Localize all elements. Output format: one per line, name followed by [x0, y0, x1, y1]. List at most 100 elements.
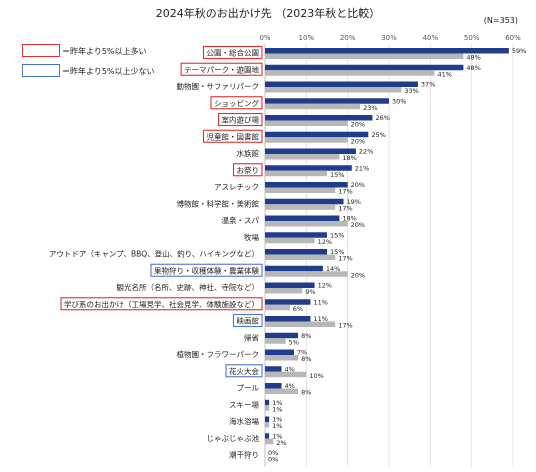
data-label-2024: 26%	[375, 114, 389, 122]
data-label-2024: 1%	[272, 416, 282, 424]
data-label-2024: 4%	[285, 365, 295, 373]
data-label-2023: 20%	[351, 137, 365, 145]
data-label-2023: 15%	[330, 171, 344, 179]
x-tick-label: 0%	[259, 34, 270, 42]
bar-2023	[265, 388, 299, 394]
highlight-box-down	[225, 364, 263, 378]
bar-2024	[265, 48, 509, 54]
legend-swatch-down	[22, 64, 60, 77]
category-label: じゃぶじゃぶ池	[207, 433, 260, 443]
data-label-2024: 1%	[272, 399, 282, 407]
bar-2024	[265, 416, 270, 422]
highlight-box-down	[232, 313, 263, 328]
bar-2024	[265, 81, 418, 87]
data-label-2024: 11%	[313, 298, 327, 306]
highlight-box-up	[217, 112, 263, 127]
category-label: アスレチック	[214, 183, 259, 192]
category-label: スキー場	[229, 399, 259, 409]
sample-size: (N=353)	[483, 16, 518, 25]
data-label-2024: 48%	[466, 64, 480, 72]
data-label-2024: 59%	[512, 47, 526, 55]
bar-2023	[265, 288, 303, 294]
category-label: 植物園・フラワーパーク	[177, 349, 259, 359]
data-label-2023: 17%	[338, 255, 352, 263]
bar-2024	[265, 98, 389, 104]
legend-label-down: ＝昨年より5%以上少ない	[62, 67, 155, 76]
bar-2023	[265, 438, 274, 445]
bar-2024	[265, 64, 464, 71]
bar-2023	[265, 120, 348, 126]
data-label-2024: 20%	[351, 181, 365, 189]
bar-2023	[265, 137, 348, 143]
bar-2023	[265, 87, 402, 93]
category-label: 帰省	[244, 332, 259, 342]
data-label-2024: 11%	[313, 315, 327, 323]
bar-2024	[265, 299, 311, 305]
category-label: 動物園・サファリパーク	[177, 81, 260, 91]
bar-2024	[265, 265, 323, 272]
category-label: 室内遊び場	[222, 115, 260, 125]
data-label-2023: 18%	[342, 154, 356, 162]
data-label-2023: 1%	[272, 422, 282, 430]
data-label-2024: 18%	[342, 215, 356, 223]
bar-2023	[265, 204, 336, 210]
highlight-box-up	[202, 45, 263, 60]
bar-2024	[265, 182, 348, 188]
data-label-2024: 8%	[301, 332, 311, 340]
data-label-2023: 12%	[318, 238, 332, 246]
bar-2023	[265, 154, 340, 160]
bar-2023	[265, 371, 307, 378]
data-label-2024: 22%	[359, 148, 373, 156]
bar-2023	[265, 103, 361, 110]
data-label-2023: 17%	[338, 204, 352, 212]
data-label-2023: 1%	[272, 405, 282, 413]
data-label-2023: 48%	[466, 54, 480, 62]
category-label: プール	[237, 384, 260, 393]
x-tick-label: 60%	[505, 34, 521, 42]
category-label: アウトドア（キャンプ、BBQ、登山、釣り、ハイキングなど）	[49, 249, 259, 259]
data-label-2023: 20%	[351, 121, 365, 129]
bar-2024	[265, 332, 299, 339]
data-label-2023: 41%	[437, 70, 451, 78]
bar-2023	[265, 422, 270, 428]
bar-2024	[265, 215, 340, 221]
category-label: 果物狩り・収穫体験・農業体験	[154, 265, 259, 275]
data-label-2023: 23%	[363, 104, 377, 112]
data-label-2024: 15%	[330, 231, 344, 239]
data-label-2024: 7%	[297, 349, 307, 357]
bar-2023	[265, 170, 327, 177]
category-label: 牧場	[244, 232, 259, 242]
category-label: 海水浴場	[229, 416, 259, 426]
category-label: 観光名所（名所、史跡、神社、寺院など）	[117, 282, 260, 292]
data-label-2023: 17%	[338, 322, 352, 330]
data-label-2023: 9%	[305, 288, 315, 296]
bar-2023	[265, 187, 336, 193]
bar-2024	[265, 383, 282, 389]
data-label-2024: 25%	[371, 131, 385, 139]
x-tick-label: 20%	[340, 34, 356, 42]
data-label-2024: 37%	[421, 81, 435, 89]
bar-2024	[265, 115, 373, 121]
bar-2024	[265, 366, 282, 372]
bar-2024	[265, 165, 352, 171]
data-label-2023: 17%	[338, 188, 352, 196]
bar-2023	[265, 321, 336, 327]
data-label-2024: 15%	[330, 248, 344, 256]
bar-2024	[265, 249, 327, 255]
category-label: 児童館・図書館	[207, 131, 260, 141]
bar-2023	[265, 355, 299, 361]
bar-2023	[265, 254, 336, 260]
category-label: 花火大会	[229, 366, 259, 376]
x-tick-label: 50%	[464, 34, 480, 42]
data-label-2024: 0%	[268, 449, 278, 457]
data-label-2024: 4%	[285, 382, 295, 390]
legend-swatch-up	[22, 44, 60, 57]
bar-2023	[265, 221, 348, 227]
data-label-2023: 20%	[351, 271, 365, 279]
data-label-2024: 1%	[272, 432, 282, 440]
category-label: 温泉・スパ	[222, 215, 260, 225]
category-label: ショッピング	[214, 98, 259, 108]
data-label-2023: 2%	[276, 439, 286, 447]
category-label: 公園・総合公園	[207, 48, 260, 58]
